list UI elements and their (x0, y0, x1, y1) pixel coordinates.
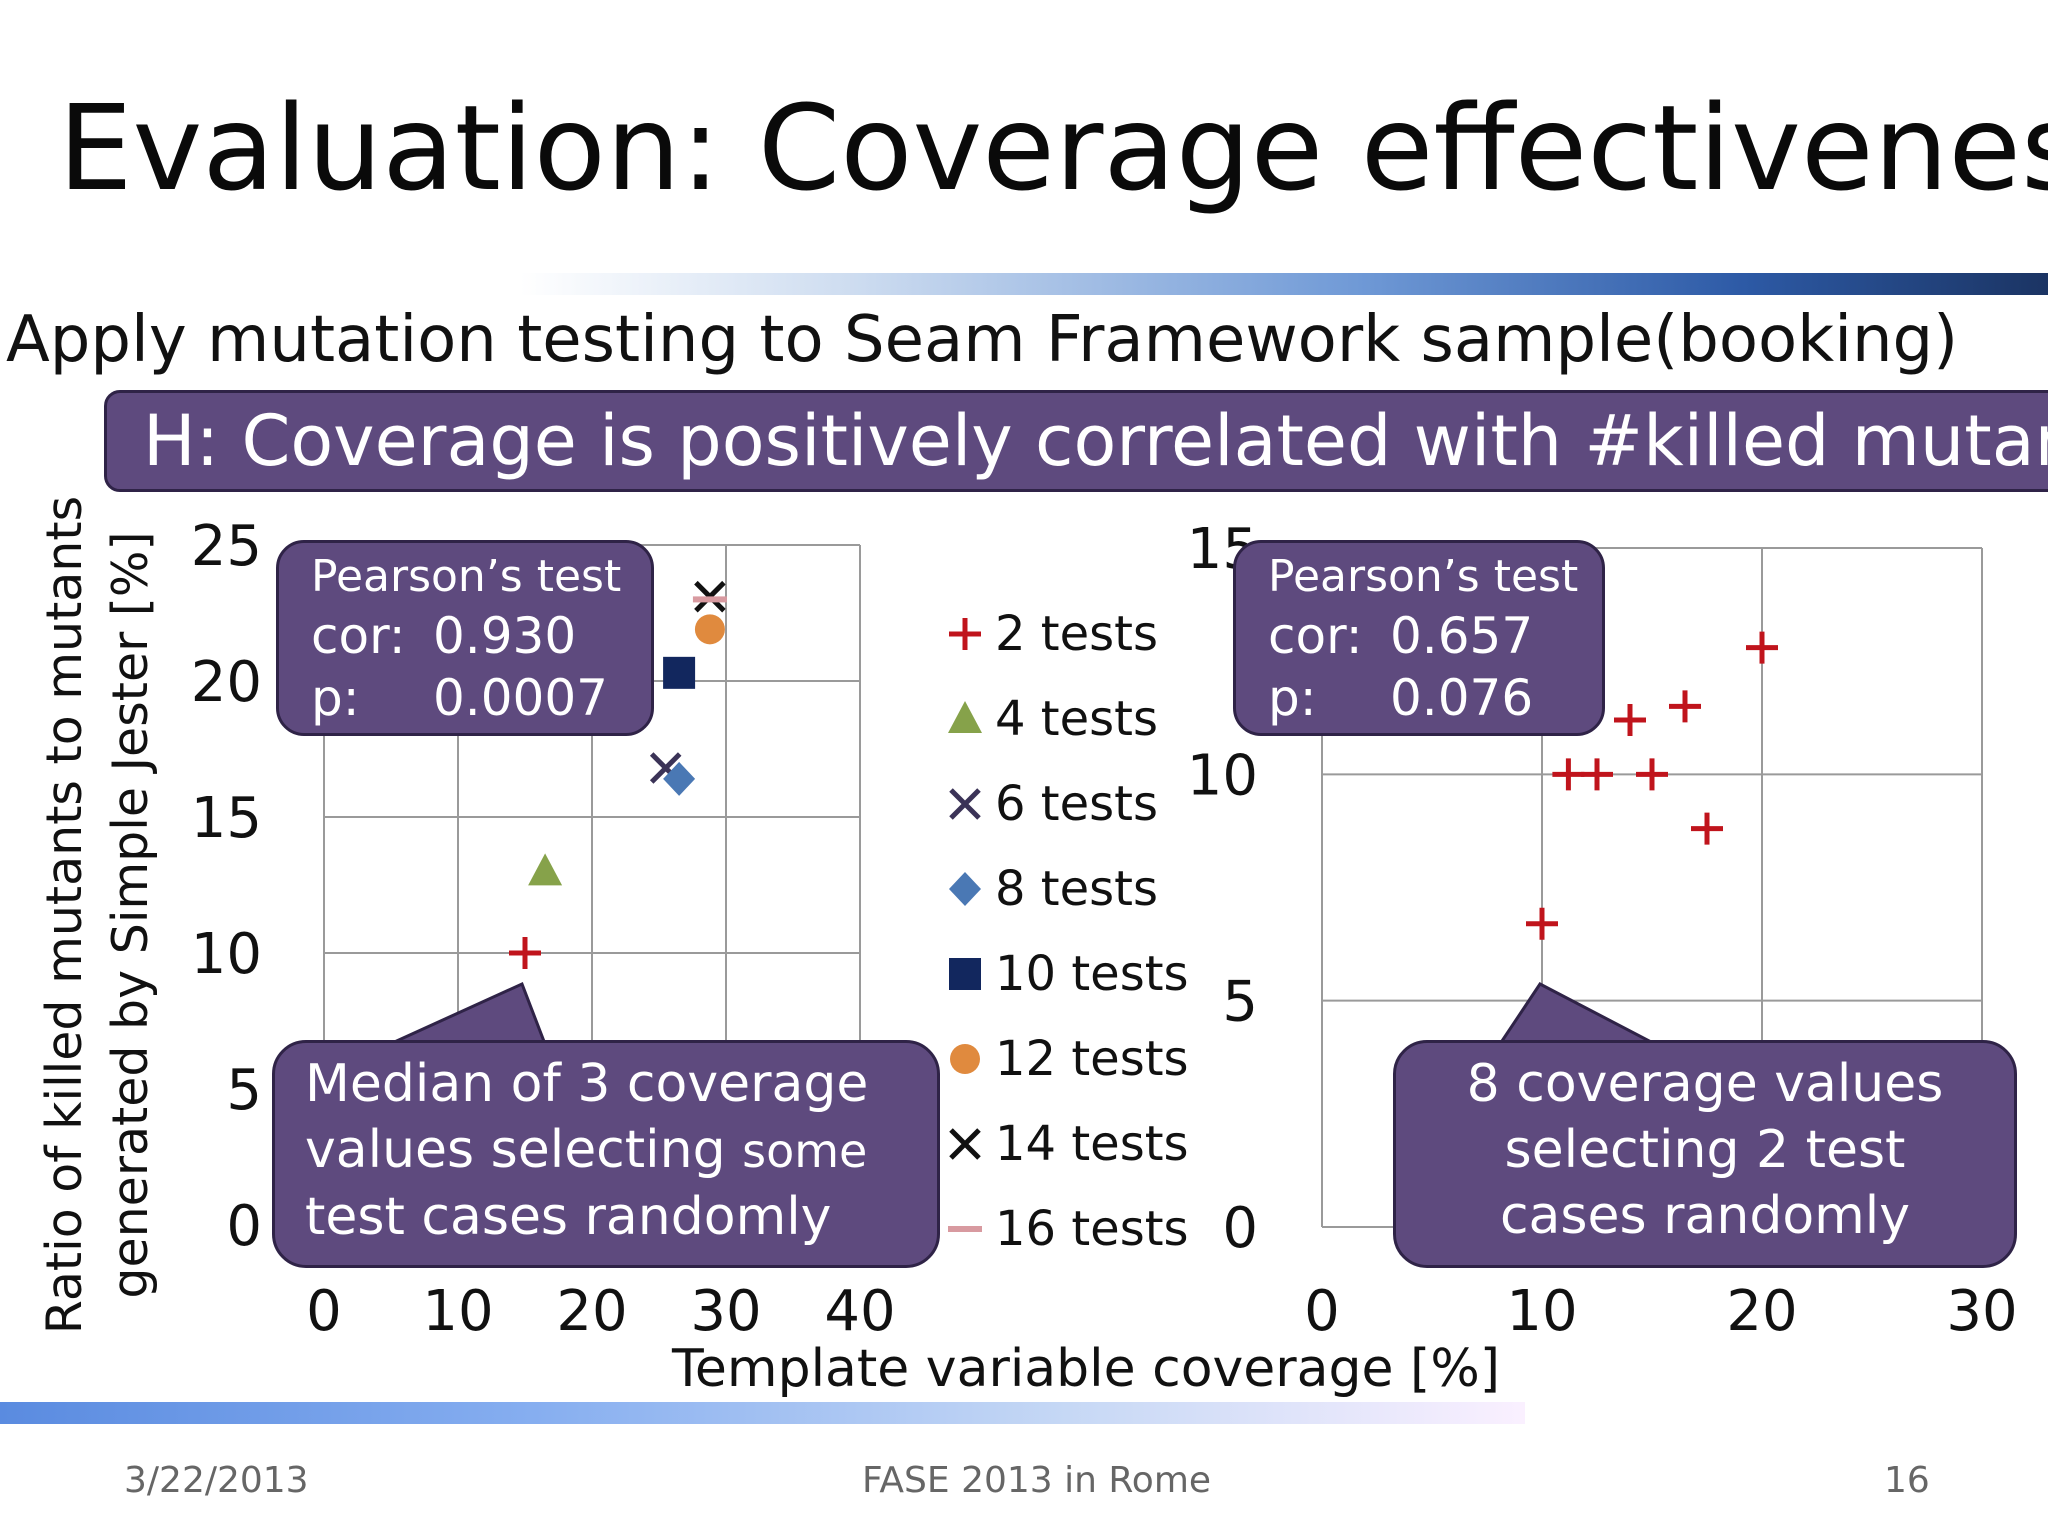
right-chart-point-2-tests (1636, 758, 1668, 791)
footer-conference: FASE 2013 in Rome (862, 1460, 1212, 1501)
legend-label: 8 tests (995, 861, 1158, 917)
footer-date: 3/22/2013 (124, 1460, 309, 1501)
left-p-value: 0.0007 (433, 669, 608, 727)
legend-marker-12-tests (950, 1044, 980, 1074)
chart-legend: 2 tests 4 tests 6 tests 8 tests 10 tests 12 t… (948, 606, 1189, 1257)
left-chart-y-tick-label: 5 (226, 1058, 262, 1123)
right-chart-y-tick-label: 0 (1222, 1196, 1258, 1261)
left-chart-point-12-tests (694, 614, 725, 645)
legend-marker-14-tests (949, 1128, 981, 1160)
right-chart-y-tick-label: 10 (1187, 743, 1258, 808)
slide-subtitle: Apply mutation testing to Seam Framework… (6, 303, 1959, 377)
legend-label: 6 tests (995, 776, 1158, 832)
right-note-line3: cases randomly (1499, 1186, 1911, 1246)
left-cor-value: 0.930 (433, 607, 577, 665)
title-gradient-bar (520, 273, 2048, 295)
legend-label: 10 tests (995, 946, 1189, 1002)
legend-marker-16-tests (948, 1226, 982, 1232)
right-note-callout: 8 coverage values selecting 2 test cases… (1393, 1040, 2017, 1268)
left-p-key: p: (311, 669, 360, 727)
left-chart-x-tick-label: 10 (422, 1279, 493, 1344)
right-chart-point-2-tests (1614, 704, 1646, 737)
left-chart-y-tick-label: 10 (191, 922, 262, 987)
left-chart-point-10-tests (663, 656, 696, 689)
hypothesis-banner: H: Coverage is positively correlated wit… (104, 390, 2048, 492)
legend-marker-2-tests (949, 618, 981, 650)
right-cor-value: 0.657 (1390, 607, 1534, 665)
left-note-pointer (389, 981, 548, 1046)
slide-title: Evaluation: Coverage effectiveness (58, 79, 2048, 217)
legend-marker-4-tests (948, 701, 982, 733)
left-note-line3: test cases randomly (305, 1187, 832, 1247)
left-note-line1: Median of 3 coverage (305, 1054, 869, 1114)
left-pearson-title: Pearson’s test (311, 551, 622, 602)
right-chart-point-2-tests (1526, 907, 1558, 940)
left-cor-key: cor: (311, 607, 406, 665)
right-p-key: p: (1268, 669, 1317, 727)
right-chart-point-2-tests (1746, 631, 1778, 664)
left-note-line2a: values selecting (305, 1120, 743, 1180)
right-chart-point-2-tests (1552, 758, 1585, 791)
left-pearson-callout: Pearson’s test cor: 0.930 p: 0.0007 (276, 540, 654, 736)
left-chart-point-16-tests (692, 596, 727, 603)
right-chart-point-2-tests (1691, 812, 1723, 845)
right-chart-point-2-tests (1581, 758, 1613, 791)
left-note-line2b: some (742, 1124, 868, 1178)
right-pearson-callout: Pearson’s test cor: 0.657 p: 0.076 (1233, 540, 1605, 736)
left-chart-x-tick-label: 0 (306, 1279, 342, 1344)
left-note-callout: Median of 3 coverage values selecting so… (272, 1040, 940, 1268)
legend-label: 14 tests (995, 1116, 1189, 1172)
left-chart-x-tick-label: 20 (556, 1279, 627, 1344)
right-chart-y-tick-label: 5 (1222, 970, 1258, 1035)
footer-page-number: 16 (1884, 1460, 1930, 1501)
right-chart-point-2-tests (1669, 690, 1701, 723)
legend-label: 16 tests (995, 1201, 1189, 1257)
right-chart-x-tick-label: 10 (1506, 1279, 1577, 1344)
right-cor-key: cor: (1268, 607, 1363, 665)
left-chart-y-tick-label: 20 (191, 650, 262, 715)
legend-marker-10-tests (949, 958, 981, 990)
legend-marker-8-tests (949, 872, 981, 906)
left-chart-point-4-tests (528, 853, 563, 886)
legend-label: 4 tests (995, 691, 1158, 747)
legend-label: 2 tests (995, 606, 1158, 662)
legend-marker-6-tests (949, 788, 981, 820)
left-chart-y-tick-label: 15 (191, 786, 262, 851)
left-chart-point-2-tests (509, 937, 541, 969)
bottom-gradient-bar (0, 1402, 1525, 1424)
right-p-value: 0.076 (1390, 669, 1534, 727)
right-note-pointer (1497, 982, 1656, 1046)
right-note-line2: selecting 2 test (1504, 1120, 1906, 1180)
right-chart-x-tick-label: 30 (1946, 1279, 2017, 1344)
right-chart-x-tick-label: 20 (1726, 1279, 1797, 1344)
right-pearson-title: Pearson’s test (1268, 551, 1579, 602)
left-chart-y-tick-label: 0 (226, 1194, 262, 1259)
left-chart-y-tick-label: 25 (191, 514, 262, 579)
left-chart-x-tick-label: 40 (824, 1279, 895, 1344)
right-chart-x-tick-label: 0 (1304, 1279, 1340, 1344)
right-note-line1: 8 coverage values (1466, 1054, 1944, 1114)
left-chart-point-8-tests (663, 761, 696, 796)
x-axis-label: Template variable coverage [%] (672, 1339, 1501, 1399)
legend-label: 12 tests (995, 1031, 1189, 1087)
left-chart-x-tick-label: 30 (690, 1279, 761, 1344)
